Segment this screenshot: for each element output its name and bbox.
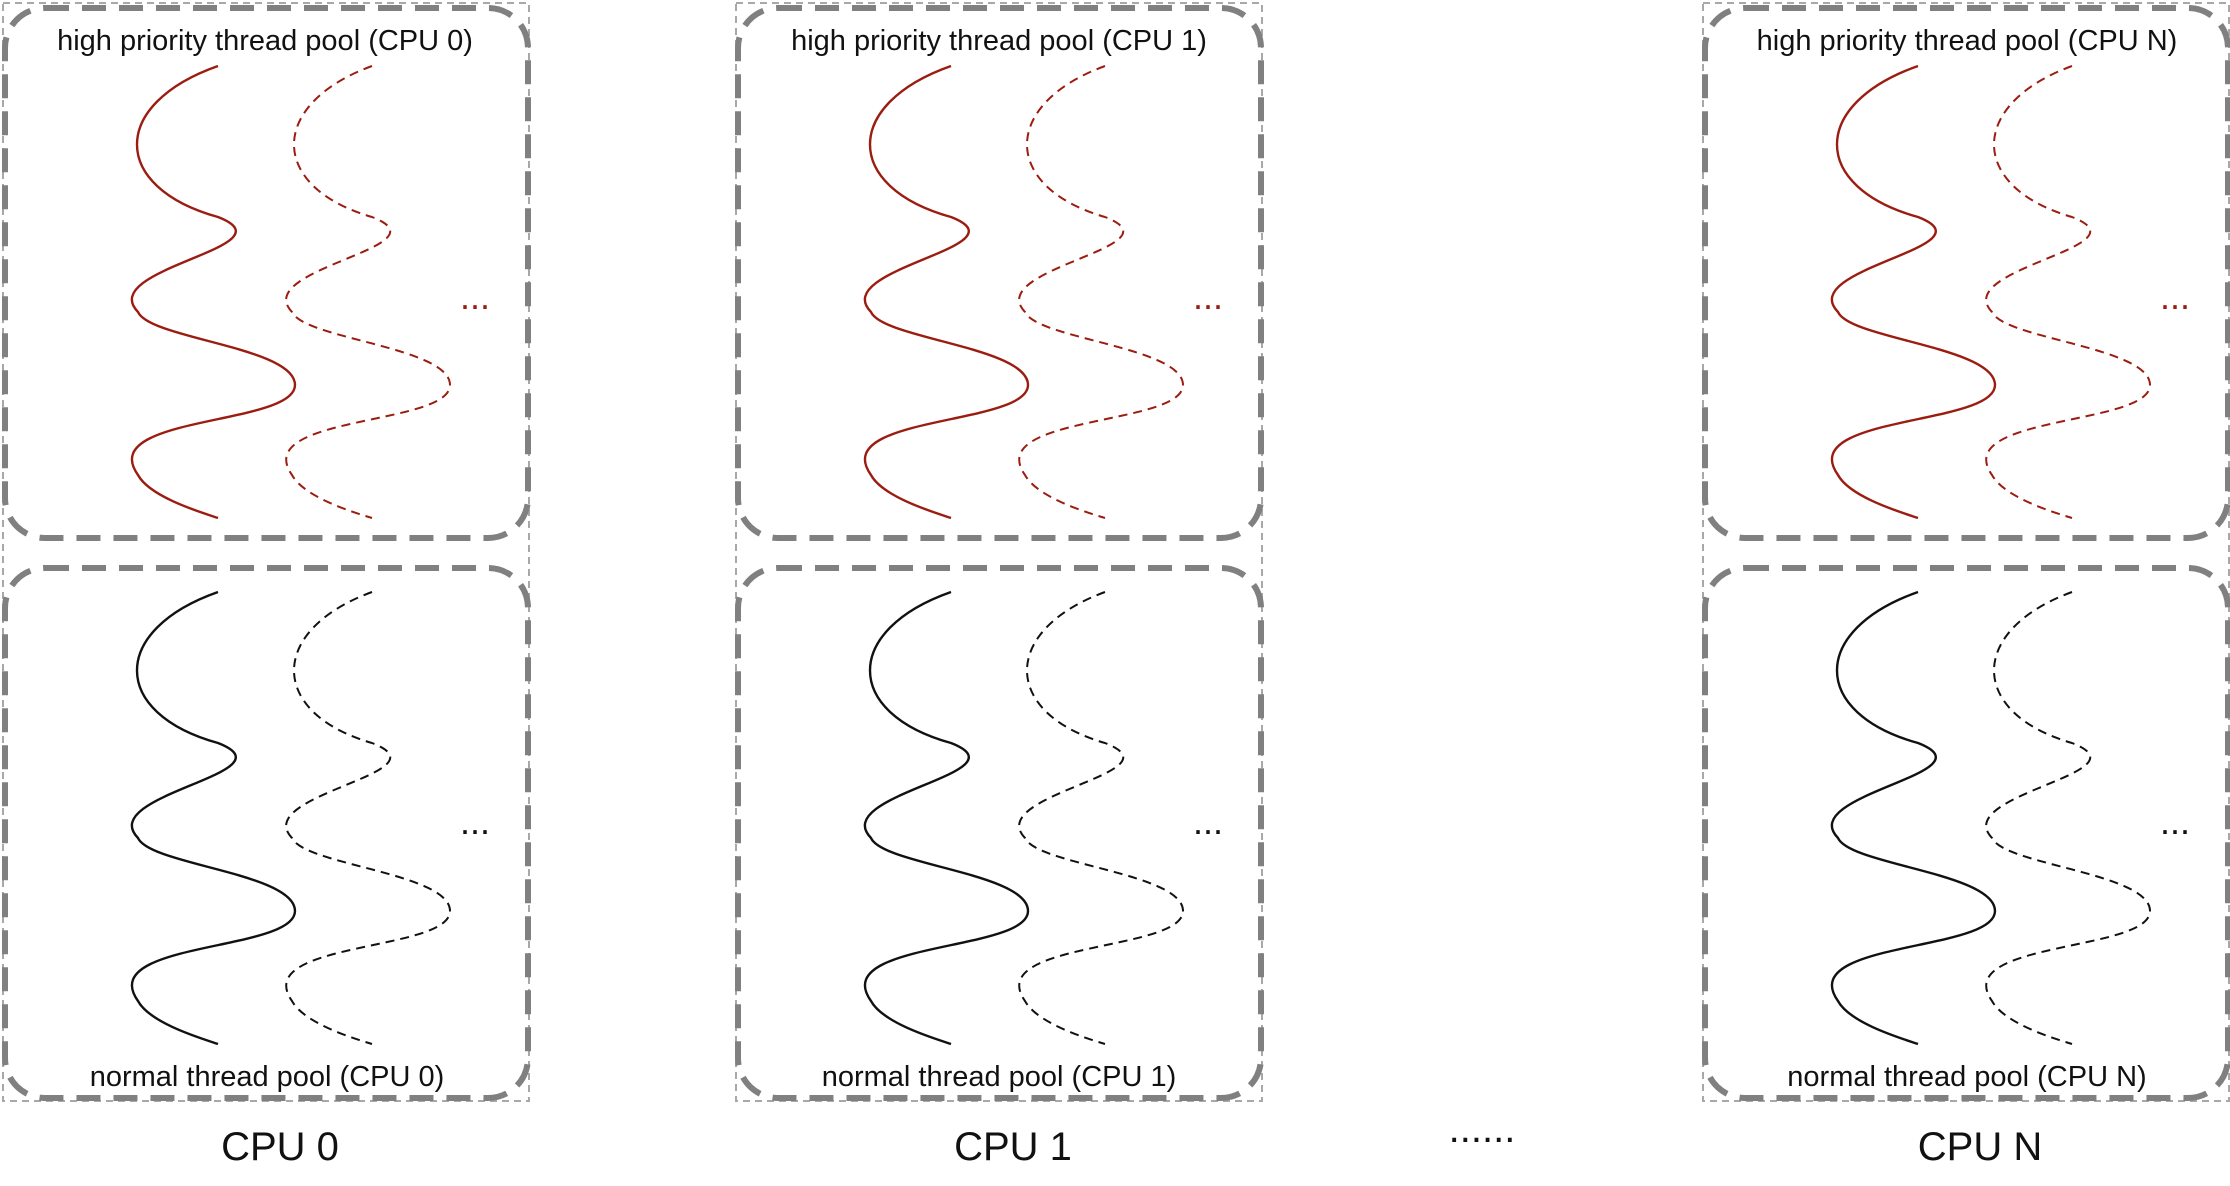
high-thread-line-dashed [1018,65,1185,519]
high-priority-pool: high priority thread pool (CPU N) ... [1702,5,2230,541]
cpu-label: CPU N [1918,1125,2042,1169]
high-pool-label: high priority thread pool (CPU N) [1757,25,2178,57]
cpu-outer-border [1702,2,2230,1102]
high-thread-line [130,64,297,520]
normal-pool-ellipsis: ... [2160,801,2190,842]
high-pool-label: high priority thread pool (CPU 0) [57,25,473,57]
normal-pool-border [1702,565,2230,1101]
normal-thread-line [1830,590,1997,1046]
normal-pool-ellipsis: ... [1193,801,1223,842]
high-pool-border [1702,5,2230,541]
high-pool-border [735,5,1264,541]
normal-pool-label: normal thread pool (CPU 1) [822,1061,1177,1093]
high-thread-line [1830,64,1997,520]
cpu-group-0: high priority thread pool (CPU 0) ... no… [2,2,531,1169]
normal-pool-ellipsis: ... [460,801,490,842]
cpu-outer-border [735,2,1263,1102]
high-pool-ellipsis: ... [460,276,490,317]
cpu-gap-ellipsis: ...... [1449,1107,1516,1151]
high-thread-line-dashed [285,65,452,519]
normal-thread-line-dashed [1018,591,1185,1045]
normal-thread-line [863,590,1030,1046]
normal-pool: normal thread pool (CPU N) ... [1702,565,2230,1101]
normal-thread-line-dashed [1985,591,2152,1045]
normal-pool: normal thread pool (CPU 0) ... [2,565,531,1101]
normal-pool: normal thread pool (CPU 1) ... [735,565,1264,1101]
normal-thread-line [130,590,297,1046]
cpu-label: CPU 0 [221,1125,339,1169]
cpu-outer-border [2,2,530,1102]
high-priority-pool: high priority thread pool (CPU 1) ... [735,5,1264,541]
normal-pool-label: normal thread pool (CPU N) [1787,1061,2146,1093]
normal-pool-border [2,565,531,1101]
high-pool-ellipsis: ... [2160,276,2190,317]
normal-thread-line-dashed [285,591,452,1045]
high-priority-pool: high priority thread pool (CPU 0) ... [2,5,531,541]
high-pool-label: high priority thread pool (CPU 1) [791,25,1207,57]
normal-pool-label: normal thread pool (CPU 0) [90,1061,445,1093]
high-pool-border [2,5,531,541]
high-thread-line-dashed [1985,65,2152,519]
cpu-label: CPU 1 [954,1125,1072,1169]
cpu-group-1: high priority thread pool (CPU 1) ... no… [735,2,1264,1169]
cpu-group-n: high priority thread pool (CPU N) ... no… [1702,2,2230,1169]
high-pool-ellipsis: ... [1193,276,1223,317]
normal-pool-border [735,565,1264,1101]
high-thread-line [863,64,1030,520]
